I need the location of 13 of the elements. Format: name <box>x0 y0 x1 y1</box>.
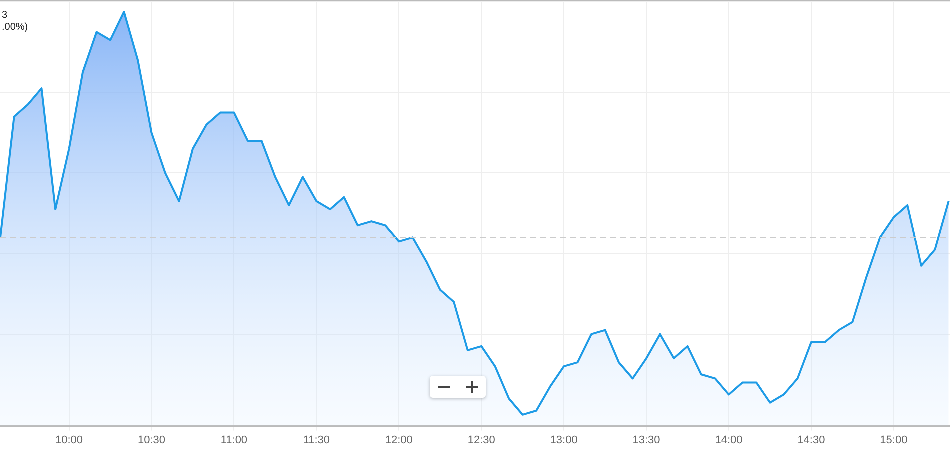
x-tick-label: 10:30 <box>138 434 166 446</box>
x-tick-label: 14:00 <box>715 434 743 446</box>
x-tick-label: 14:30 <box>798 434 826 446</box>
x-tick-label: 12:30 <box>468 434 496 446</box>
annotation: 3 <box>2 10 9 22</box>
annotation: .00%) <box>2 22 28 34</box>
x-tick-label: 13:30 <box>632 434 660 446</box>
x-tick-label: 12:00 <box>385 434 413 446</box>
x-tick-label: 11:00 <box>220 434 248 446</box>
x-tick-label: 11:30 <box>303 434 330 446</box>
x-tick-label: 15:00 <box>880 434 908 446</box>
x-tick-label: 13:00 <box>550 434 578 446</box>
x-tick-label: 10:00 <box>56 434 84 446</box>
